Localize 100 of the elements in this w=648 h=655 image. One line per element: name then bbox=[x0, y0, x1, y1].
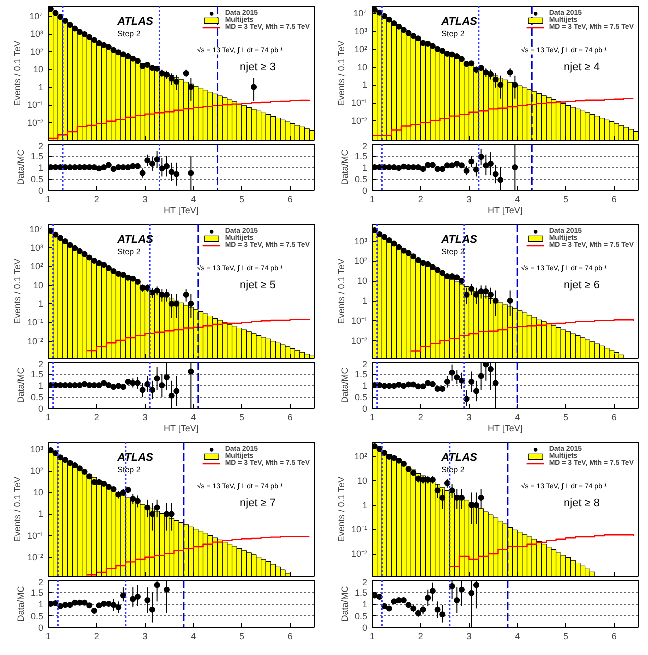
annotation: njet ≥ 4 bbox=[564, 62, 600, 74]
annotation: Step 2 bbox=[442, 466, 466, 475]
y-tick-label: 0.5 bbox=[30, 611, 44, 622]
y-tick-label: 2 bbox=[362, 578, 368, 588]
y-tick-label: 0 bbox=[38, 186, 44, 196]
y-axis-title: Data/MC bbox=[16, 149, 26, 186]
y-axis-title: Events / 0.1 TeV bbox=[12, 476, 22, 542]
y-tick-label: 1 bbox=[362, 500, 368, 510]
x-axis-title: HT [TeV] bbox=[488, 206, 523, 216]
y-tick-label: 10⁻¹ bbox=[351, 524, 368, 535]
y-tick-label: 1.5 bbox=[30, 370, 44, 380]
x-tick-label: 1 bbox=[370, 632, 376, 642]
y-tick-label: 10⁻² bbox=[351, 549, 368, 560]
x-tick-label: 6 bbox=[288, 632, 293, 642]
y-tick-label: 1 bbox=[362, 600, 368, 610]
x-tick-label: 6 bbox=[612, 632, 617, 642]
x-tick-label: 1 bbox=[370, 412, 376, 422]
y-tick-label: 1 bbox=[362, 296, 368, 306]
y-tick-label: 0.5 bbox=[354, 174, 368, 184]
x-tick-label: 5 bbox=[563, 632, 568, 642]
x-tick-label: 6 bbox=[288, 412, 293, 422]
x-tick-label: 4 bbox=[515, 412, 520, 422]
x-tick-label: 3 bbox=[466, 632, 472, 642]
y-tick-label: 10³ bbox=[354, 26, 368, 36]
y-tick-label: 10⁻¹ bbox=[351, 316, 368, 326]
y-tick-label: 10⁻² bbox=[27, 336, 44, 346]
annotation: ATLAS bbox=[116, 234, 154, 246]
annotation: ATLAS bbox=[440, 452, 478, 464]
y-tick-label: 10⁻¹ bbox=[27, 100, 44, 110]
y-tick-label: 0 bbox=[362, 186, 368, 196]
x-tick-label: 5 bbox=[563, 194, 568, 204]
y-tick-label: 0.5 bbox=[30, 174, 44, 184]
x-tick-label: 3 bbox=[142, 194, 148, 204]
annotation: ATLAS bbox=[440, 234, 478, 246]
x-tick-label: 2 bbox=[418, 632, 424, 642]
x-tick-label: 4 bbox=[191, 194, 196, 204]
y-axis-title: Data/MC bbox=[340, 367, 350, 404]
y-tick-label: 2 bbox=[38, 142, 44, 152]
y-tick-label: 10³ bbox=[30, 242, 44, 253]
y-tick-label: 10² bbox=[354, 256, 368, 266]
annotation: njet ≥ 6 bbox=[564, 280, 600, 292]
y-tick-label: 0 bbox=[38, 404, 44, 414]
y-tick-label: 1 bbox=[38, 600, 44, 610]
annotation: Step 2 bbox=[442, 30, 466, 39]
annotation: Step 2 bbox=[118, 30, 142, 39]
y-tick-label: 2 bbox=[38, 360, 44, 370]
y-tick-label: 10² bbox=[30, 46, 44, 57]
y-tick-label: 1 bbox=[38, 82, 44, 92]
annotation: ATLAS bbox=[116, 16, 154, 28]
y-axis-title: Data/MC bbox=[340, 586, 350, 622]
y-tick-label: 0 bbox=[362, 404, 368, 414]
y-tick-label: 10⁻² bbox=[27, 552, 44, 562]
x-tick-label: 2 bbox=[94, 632, 100, 642]
y-tick-label: 10⁻¹ bbox=[27, 318, 44, 328]
y-tick-label: 1.5 bbox=[30, 588, 44, 598]
y-tick-label: 0.5 bbox=[354, 611, 368, 622]
y-tick-label: 1 bbox=[38, 509, 44, 520]
x-tick-label: 3 bbox=[466, 412, 472, 422]
y-axis-title: Events / 0.1 TeV bbox=[336, 476, 346, 542]
x-tick-label: 4 bbox=[515, 632, 520, 642]
x-tick-label: 2 bbox=[418, 412, 424, 422]
x-axis-title: HT [TeV] bbox=[164, 424, 199, 434]
y-tick-label: 2 bbox=[38, 578, 44, 588]
x-tick-label: 3 bbox=[142, 632, 148, 642]
x-tick-label: 1 bbox=[46, 412, 52, 422]
y-tick-label: 10⁴ bbox=[30, 11, 44, 22]
y-tick-label: 10 bbox=[33, 64, 44, 75]
x-tick-label: 2 bbox=[94, 412, 100, 422]
y-tick-label: 10⁻² bbox=[27, 118, 44, 128]
y-axis-title: Events / 0.1 TeV bbox=[336, 258, 346, 324]
x-tick-label: 5 bbox=[563, 412, 568, 422]
y-tick-label: 1.5 bbox=[354, 588, 368, 598]
y-axis-title: Events / 0.1 TeV bbox=[336, 40, 346, 106]
y-tick-label: 10⁻² bbox=[351, 336, 368, 346]
x-tick-label: 1 bbox=[370, 194, 376, 204]
annotation: Step 2 bbox=[442, 248, 466, 257]
y-tick-label: 0.5 bbox=[354, 392, 368, 402]
y-tick-label: 10³ bbox=[30, 444, 44, 454]
y-tick-label: 1.5 bbox=[354, 370, 368, 380]
y-tick-label: 10⁻¹ bbox=[351, 98, 368, 108]
x-tick-label: 6 bbox=[288, 194, 293, 204]
x-tick-label: 6 bbox=[612, 194, 617, 204]
y-tick-label: 1.5 bbox=[354, 152, 368, 162]
annotation: Step 2 bbox=[118, 466, 142, 475]
y-tick-label: 10² bbox=[354, 452, 368, 462]
annotation: njet ≥ 3 bbox=[240, 62, 276, 74]
x-axis-title: HT [TeV] bbox=[488, 424, 523, 434]
y-tick-label: 10 bbox=[357, 62, 368, 72]
y-tick-label: 10 bbox=[357, 276, 368, 286]
annotation: Step 2 bbox=[118, 248, 142, 257]
x-tick-label: 6 bbox=[612, 412, 617, 422]
x-tick-label: 5 bbox=[239, 632, 244, 642]
y-tick-label: 10⁻² bbox=[351, 116, 368, 126]
x-tick-label: 5 bbox=[239, 194, 244, 204]
annotation: njet ≥ 7 bbox=[240, 498, 276, 510]
y-tick-label: 1 bbox=[362, 80, 368, 90]
annotation: ATLAS bbox=[116, 452, 154, 464]
y-tick-label: 1 bbox=[38, 298, 44, 309]
x-tick-label: 4 bbox=[191, 412, 196, 422]
annotation: ATLAS bbox=[440, 16, 478, 28]
